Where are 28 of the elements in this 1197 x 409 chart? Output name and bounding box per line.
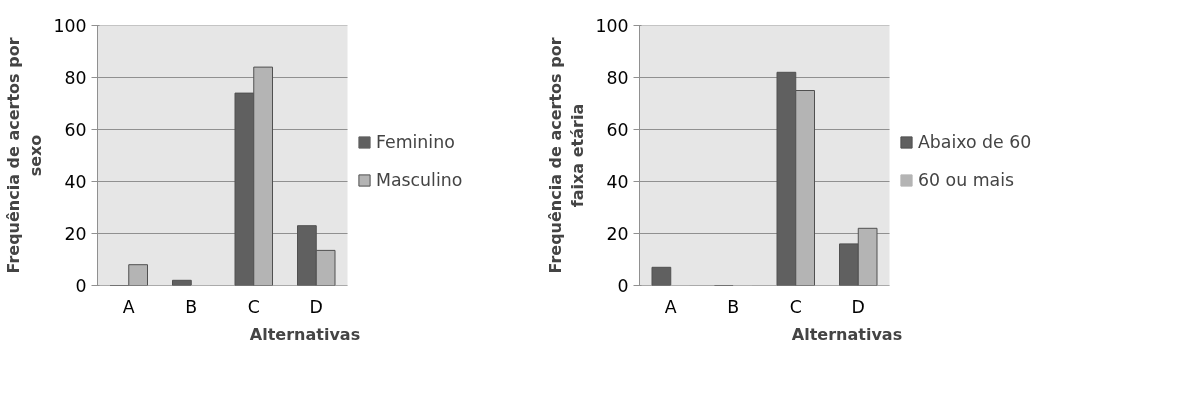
x-tick-label: D (309, 296, 323, 317)
x-tick-label: C (247, 296, 260, 317)
x-tick-label: D (851, 296, 865, 317)
y-tick-label: 40 (606, 172, 629, 192)
x-axis-title: Alternativas (249, 324, 361, 344)
x-tick-label: C (789, 296, 802, 317)
legend-label: Masculino (376, 170, 463, 190)
x-tick-label: B (727, 296, 740, 317)
y-tick-label: 0 (75, 276, 87, 296)
x-tick-label: A (664, 296, 677, 317)
y-tick-label: 80 (606, 68, 629, 88)
y-tick-label: 20 (606, 224, 629, 244)
legend-label: Feminino (376, 132, 455, 152)
y-tick-label: 100 (53, 16, 87, 36)
x-axis-title: Alternativas (791, 324, 903, 344)
y-tick-label: 40 (64, 172, 87, 192)
legend-label: 60 ou mais (918, 170, 1014, 190)
legend-label: Abaixo de 60 (918, 132, 1032, 152)
y-tick-label: 60 (606, 120, 629, 140)
x-tick-label: B (185, 296, 198, 317)
y-tick-label: 0 (617, 276, 629, 296)
y-tick-label: 20 (64, 224, 87, 244)
y-tick-label: 100 (595, 16, 629, 36)
x-tick-label: A (122, 296, 135, 317)
y-axis-title: Frequência de acertos por faixa etária (545, 37, 588, 274)
y-tick-label: 60 (64, 120, 87, 140)
y-tick-label: 80 (64, 68, 87, 88)
y-axis-title: Frequência de acertos por sexo (3, 37, 46, 274)
